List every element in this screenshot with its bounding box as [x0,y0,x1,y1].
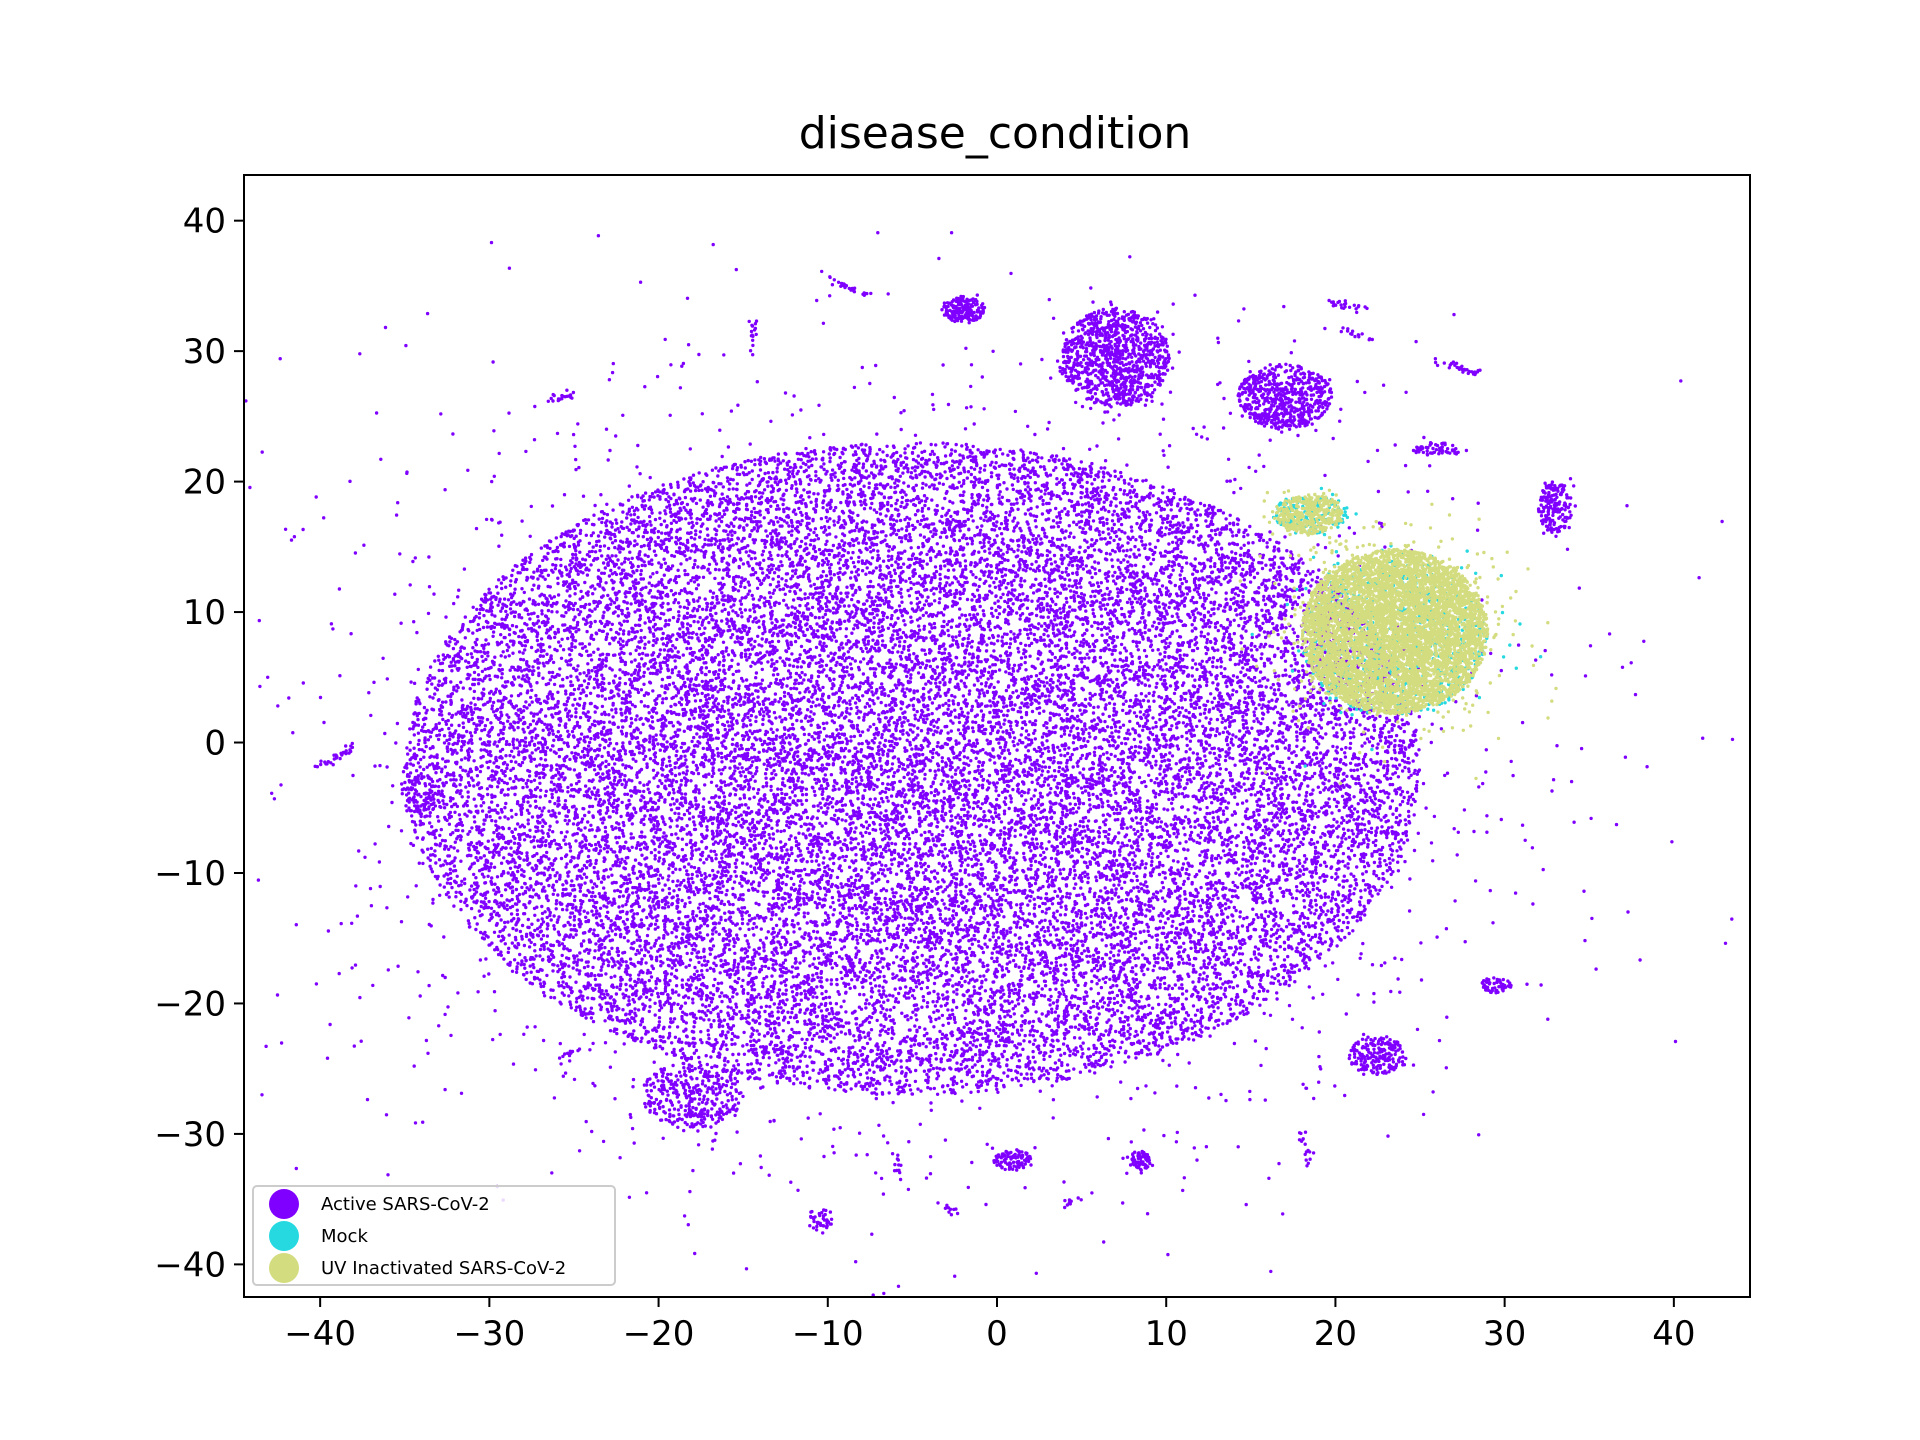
x-tick-label: −20 [623,1314,695,1354]
x-tick-label: −10 [792,1314,864,1354]
legend-marker-uv [269,1253,299,1283]
y-tick-label: 40 [183,202,226,242]
x-tick-label: −30 [453,1314,525,1354]
y-tick-label: −40 [154,1245,226,1285]
x-tick-label: 0 [986,1314,1008,1354]
legend-label-active: Active SARS-CoV-2 [321,1194,490,1215]
x-axis: −40 −30 −20 −10 0 10 20 30 40 [284,1297,1695,1354]
legend-label-mock: Mock [321,1226,368,1247]
y-tick-label: 10 [183,593,226,633]
x-tick-label: 40 [1652,1314,1695,1354]
legend-marker-mock [269,1221,299,1251]
chart-title: disease_condition [799,108,1192,159]
x-tick-label: −40 [284,1314,356,1354]
y-tick-label: 30 [183,332,226,372]
legend-marker-active [269,1189,299,1219]
y-tick-label: 20 [183,463,226,503]
y-tick-label: 0 [204,724,226,764]
y-axis: −40 −30 −20 −10 0 10 20 30 40 [154,202,244,1286]
x-tick-label: 20 [1314,1314,1357,1354]
y-tick-label: −10 [154,854,226,894]
x-tick-label: 10 [1145,1314,1188,1354]
y-tick-label: −30 [154,1115,226,1155]
legend-label-uv: UV Inactivated SARS-CoV-2 [321,1258,566,1279]
legend: Active SARS-CoV-2 Mock UV Inactivated SA… [253,1186,615,1285]
x-tick-label: 30 [1483,1314,1526,1354]
y-tick-label: −20 [154,984,226,1024]
